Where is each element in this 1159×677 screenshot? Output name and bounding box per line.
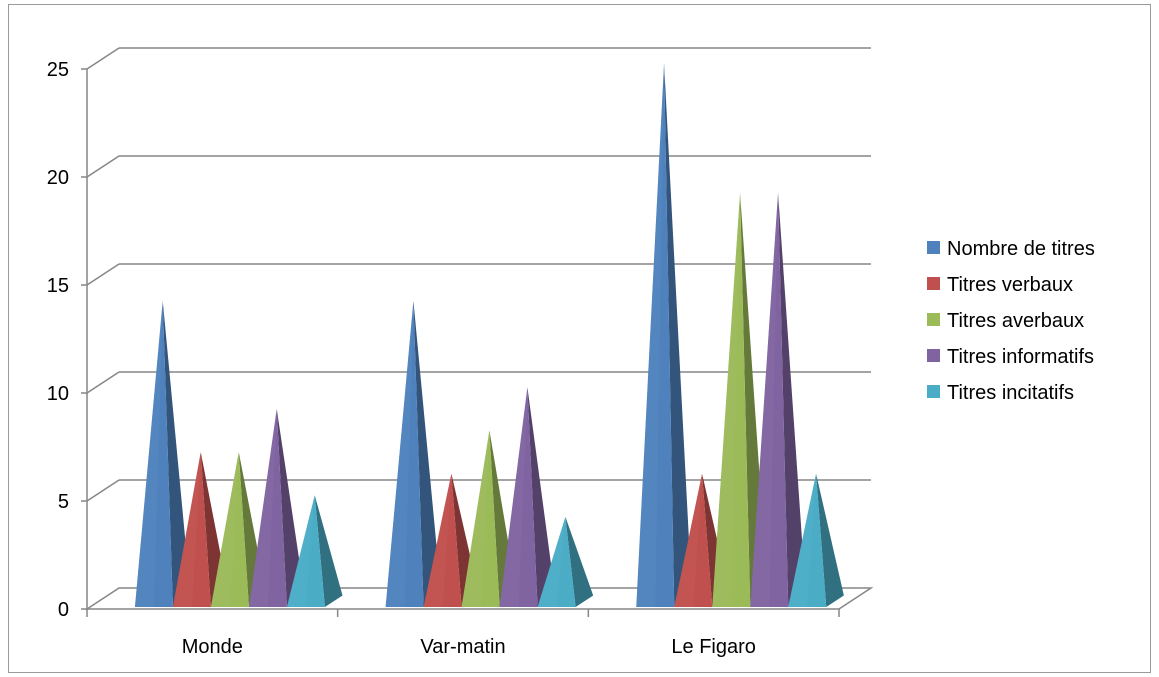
gridline-depth (86, 479, 120, 502)
pyramid-front-face (712, 192, 751, 607)
pyramid-bar (636, 63, 692, 608)
axes (81, 68, 840, 617)
pyramid-highlight (461, 430, 490, 607)
pyramid-highlight (499, 387, 528, 607)
legend-label: Titres incitatifs (947, 382, 1074, 404)
legend-item: Titres incitatifs (927, 382, 1074, 404)
pyramid-front-face (172, 452, 211, 607)
y-axis-tick-labels: 0 5 10 15 20 25 (47, 59, 69, 621)
legend-label: Titres informatifs (947, 346, 1094, 368)
pyramid-highlight (537, 516, 566, 607)
pyramid-highlight (788, 473, 817, 607)
pyramid-side-face (162, 300, 191, 607)
x-category-label: Le Figaro (671, 636, 756, 658)
pyramid-bar (499, 387, 556, 607)
pyramid-front-face (674, 473, 713, 607)
y-tick-label: 5 (58, 491, 69, 513)
pyramid-highlight (248, 408, 277, 607)
legend-label: Titres averbaux (947, 310, 1084, 332)
legend-swatch (927, 241, 940, 254)
chart-container: 0 5 10 15 20 25 Monde Var-matin Le Figaro Nombr… (8, 4, 1151, 673)
pyramid-side-face (413, 300, 442, 607)
pyramid-bar (385, 300, 442, 607)
pyramid-bar (248, 408, 305, 607)
pyramid-bar (134, 300, 191, 607)
legend-label: Nombre de titres (947, 238, 1095, 260)
gridline-depth (86, 155, 120, 178)
pyramid-side-face (778, 192, 806, 607)
pyramid-highlight (286, 495, 315, 607)
pyramid-front-face (788, 473, 827, 607)
legend-swatch (927, 349, 940, 362)
y-tick-label: 10 (47, 383, 69, 405)
pyramid-side-face (276, 408, 305, 607)
pyramid-highlight (712, 192, 741, 607)
chart-svg: 0 5 10 15 20 25 Monde Var-matin Le Figaro Nombr… (47, 47, 1095, 658)
pyramid-side-face (314, 495, 343, 607)
legend-swatch (927, 385, 940, 398)
pyramid-front-face (248, 408, 287, 607)
y-tick-label: 15 (47, 275, 69, 297)
pyramid-bar (750, 192, 806, 607)
y-tick-label: 0 (58, 599, 69, 621)
pyramid-series-group (134, 63, 844, 608)
x-category-label: Var-matin (420, 636, 505, 658)
legend-swatch (927, 313, 940, 326)
pyramid-highlight (636, 63, 665, 608)
legend: Nombre de titres Titres verbaux Titres ave… (927, 238, 1095, 404)
pyramid-front-face (134, 300, 173, 607)
pyramid-bar (788, 473, 844, 607)
x-category-label: Monde (182, 636, 243, 658)
pyramid-highlight (385, 300, 414, 607)
pyramid-front-face (499, 387, 538, 607)
x-axis-category-labels: Monde Var-matin Le Figaro (182, 636, 756, 658)
legend-item: Titres informatifs (927, 346, 1094, 368)
pyramid-highlight (172, 452, 201, 607)
pyramid-front-face (636, 63, 675, 608)
y-tick-label: 25 (47, 59, 69, 81)
legend-swatch (927, 277, 940, 290)
pyramid-highlight (210, 452, 239, 607)
pyramid-highlight (674, 473, 703, 607)
pyramid-bar (537, 516, 594, 607)
legend-item: Titres verbaux (927, 274, 1073, 296)
gridline-depth (86, 371, 120, 394)
legend-item: Nombre de titres (927, 238, 1095, 260)
gridline-depth (86, 47, 120, 70)
y-tick-label: 20 (47, 167, 69, 189)
pyramid-front-face (210, 452, 249, 607)
pyramid-side-face (527, 387, 556, 607)
gridline-depth (86, 263, 120, 286)
pyramid-side-face (565, 516, 594, 607)
pyramid-front-face (385, 300, 424, 607)
legend-label: Titres verbaux (947, 274, 1073, 296)
pyramid-bar (286, 495, 343, 607)
pyramid-highlight (134, 300, 163, 607)
pyramid-front-face (461, 430, 500, 607)
pyramid-front-face (286, 495, 325, 607)
pyramid-side-face (816, 473, 844, 607)
pyramid-highlight (750, 192, 779, 607)
pyramid-front-face (423, 473, 462, 607)
legend-item: Titres averbaux (927, 310, 1084, 332)
pyramid-front-face (750, 192, 789, 607)
pyramid-side-face (664, 63, 692, 608)
pyramid-front-face (537, 516, 576, 607)
pyramid-highlight (423, 473, 452, 607)
